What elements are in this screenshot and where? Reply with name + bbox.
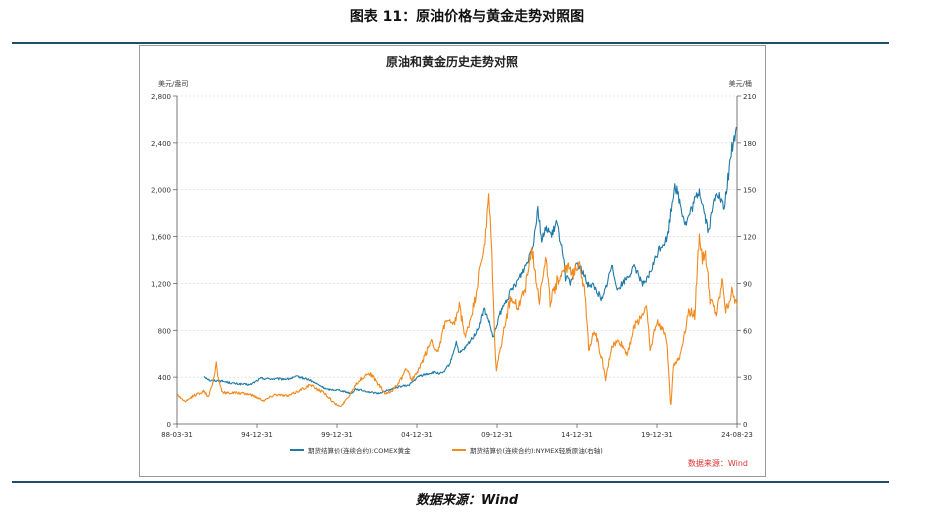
right-tick-label: 30 bbox=[743, 374, 752, 382]
right-tick-label: 150 bbox=[743, 187, 756, 195]
x-tick-label: 24-08-23 bbox=[721, 431, 753, 439]
right-tick-label: 120 bbox=[743, 234, 756, 242]
grid-lines bbox=[177, 95, 737, 378]
chart-title: 原油和黄金历史走势对照 bbox=[386, 54, 518, 69]
right-tick-label: 180 bbox=[743, 140, 756, 148]
left-tick-label: 2,000 bbox=[151, 187, 171, 195]
oil-series-line bbox=[176, 193, 738, 408]
left-tick-label: 800 bbox=[158, 327, 171, 335]
left-tick-label: 1,200 bbox=[151, 280, 171, 288]
figure-caption: 图表 11：原油价格与黄金走势对照图 bbox=[349, 9, 585, 25]
left-tick-label: 400 bbox=[158, 374, 171, 382]
x-tick-label: 88-03-31 bbox=[161, 431, 193, 439]
bottom-rule bbox=[12, 481, 889, 483]
left-tick-label: 2,400 bbox=[151, 140, 171, 148]
x-tick-label: 99-12-31 bbox=[321, 431, 353, 439]
figure-source: 数据来源：Wind bbox=[415, 493, 519, 508]
x-tick-label: 09-12-31 bbox=[481, 431, 513, 439]
legend-label: 期货结算价(连续合约):NYMEX轻质原油(右轴) bbox=[470, 446, 603, 455]
axes: 0 0 400 30 800 60 1,200 90 1,600 120 2,000 150 2,400… bbox=[151, 93, 756, 439]
top-rule bbox=[12, 42, 889, 44]
left-tick-label: 2,800 bbox=[151, 93, 171, 101]
x-tick-label: 04-12-31 bbox=[401, 431, 433, 439]
x-tick-label: 19-12-31 bbox=[641, 431, 673, 439]
x-tick-label: 94-12-31 bbox=[241, 431, 273, 439]
left-tick-label: 0 bbox=[167, 421, 171, 429]
left-tick-label: 1,600 bbox=[151, 234, 171, 242]
x-tick-label: 14-12-31 bbox=[561, 431, 593, 439]
legend: 期货结算价(连续合约):COMEX黄金 期货结算价(连续合约):NYMEX轻质原油… bbox=[290, 446, 603, 455]
legend-label: 期货结算价(连续合约):COMEX黄金 bbox=[308, 446, 411, 455]
left-axis-unit-label: 美元/盎司 bbox=[158, 79, 188, 88]
chart-source-note: 数据来源：Wind bbox=[688, 458, 748, 468]
right-tick-label: 60 bbox=[743, 327, 752, 335]
right-tick-label: 210 bbox=[743, 93, 756, 101]
chart-canvas: 原油和黄金历史走势对照 美元/盎司 美元/桶 0 0 400 30 800 60 1,200… bbox=[151, 54, 756, 468]
right-axis-unit-label: 美元/桶 bbox=[729, 79, 752, 88]
right-tick-label: 90 bbox=[743, 280, 752, 288]
right-tick-label: 0 bbox=[743, 421, 747, 429]
series-lines bbox=[176, 126, 738, 408]
chart-frame: 原油和黄金历史走势对照 美元/盎司 美元/桶 0 0 400 30 800 60 1,200… bbox=[139, 45, 766, 477]
gold-series-line bbox=[203, 126, 738, 395]
